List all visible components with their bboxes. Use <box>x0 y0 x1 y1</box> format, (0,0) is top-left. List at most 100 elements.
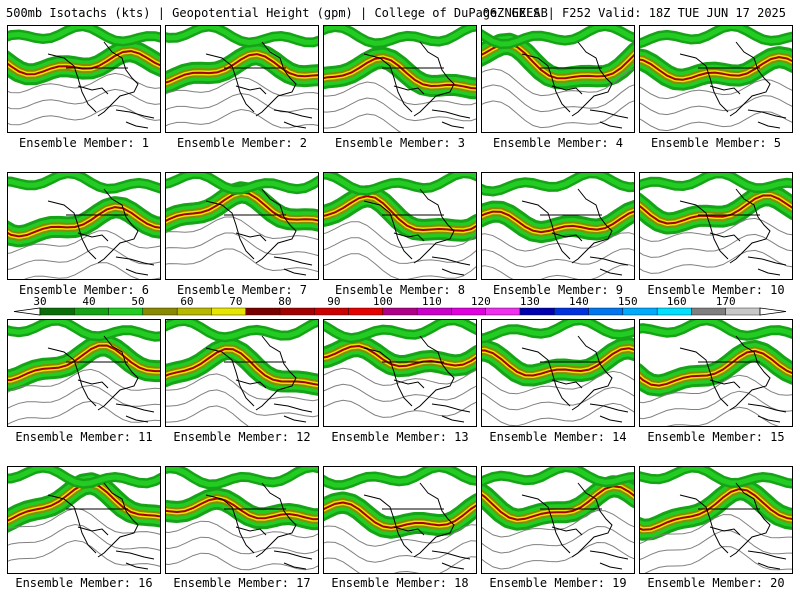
isotach-band <box>324 56 476 90</box>
map-boundary <box>125 121 149 129</box>
isotach-map <box>482 467 634 570</box>
map-boundary <box>125 415 149 423</box>
ensemble-member-panel <box>639 466 793 574</box>
isotach-map <box>640 173 792 276</box>
isotach-map <box>482 26 634 129</box>
height-contour <box>640 249 792 274</box>
isotach-band <box>640 350 792 387</box>
colorbar-tick-label: 130 <box>520 295 540 308</box>
map-boundary <box>599 268 623 276</box>
colorbar-swatch <box>176 307 212 316</box>
map-boundary <box>77 232 109 242</box>
height-contour <box>482 402 634 426</box>
map-boundary <box>393 526 425 536</box>
ensemble-member-label: Ensemble Member: 12 <box>173 430 311 444</box>
colorbar-right-arrow <box>759 307 787 316</box>
map-boundary <box>363 53 413 113</box>
isotach-band <box>8 320 160 340</box>
map-boundary <box>273 403 313 413</box>
ensemble-member-label: Ensemble Member: 17 <box>173 576 311 590</box>
isotach-map <box>166 173 318 276</box>
map-boundary <box>235 526 267 536</box>
ensemble-member-panel <box>323 25 477 133</box>
colorbar-tick-label: 30 <box>33 295 46 308</box>
isotach-band <box>640 320 792 339</box>
isotach-map <box>8 26 160 129</box>
isotach-band <box>324 320 476 341</box>
ensemble-member-label: Ensemble Member: 20 <box>647 576 785 590</box>
height-contour <box>482 541 634 570</box>
ensemble-member-panel <box>165 172 319 280</box>
isotach-map <box>324 320 476 423</box>
map-boundary <box>679 347 729 407</box>
map-boundary <box>679 200 729 260</box>
ensemble-member-label: Ensemble Member: 8 <box>334 283 466 297</box>
isotach-band <box>640 194 792 225</box>
colorbar-tick-label: 50 <box>131 295 144 308</box>
map-boundary <box>97 335 139 411</box>
ensemble-member-label: Ensemble Member: 10 <box>647 283 785 297</box>
height-contour <box>8 88 160 110</box>
map-boundary <box>205 53 255 113</box>
ensemble-member-label: Ensemble Member: 15 <box>647 430 785 444</box>
isotach-band <box>324 467 476 488</box>
map-boundary <box>431 256 471 266</box>
map-boundary <box>571 335 613 411</box>
colorbar-swatch <box>314 307 349 316</box>
ensemble-member-label: Ensemble Member: 19 <box>489 576 627 590</box>
map-boundary <box>125 562 149 570</box>
map-boundary <box>235 379 267 389</box>
height-contour <box>8 539 160 567</box>
height-contour <box>8 400 160 425</box>
ensemble-member-label: Ensemble Member: 18 <box>331 576 469 590</box>
isotach-band <box>482 320 634 341</box>
ensemble-member-panel <box>7 25 161 133</box>
height-contour <box>24 262 160 279</box>
run-valid-time: 06Z GEFS | F252 Valid: 18Z TUE JUN 17 20… <box>482 6 786 20</box>
isotach-band <box>640 467 792 487</box>
map-boundary <box>709 232 741 242</box>
map-boundary <box>551 379 583 389</box>
map-boundary <box>273 550 313 560</box>
height-contour <box>166 552 318 571</box>
ensemble-member-label: Ensemble Member: 3 <box>334 136 466 150</box>
ensemble-member-panel <box>323 319 477 427</box>
map-title: 500mb Isotachs (kts) | Geopotential Heig… <box>6 6 548 20</box>
isotach-map <box>482 320 634 426</box>
isotach-band <box>482 173 634 195</box>
height-contour <box>8 523 160 551</box>
isotach-map <box>324 467 476 573</box>
colorbar-swatch <box>656 307 692 316</box>
isotach-map <box>324 173 476 279</box>
map-boundary <box>747 403 787 413</box>
isotach-map <box>640 467 792 573</box>
ensemble-member-label: Ensemble Member: 13 <box>331 430 469 444</box>
map-boundary <box>47 200 97 260</box>
map-boundary <box>747 109 787 119</box>
colorbar-tick-label: 150 <box>618 295 638 308</box>
map-boundary <box>393 379 425 389</box>
isotach-map <box>8 173 160 279</box>
map-boundary <box>125 268 149 276</box>
map-boundary <box>747 550 787 560</box>
isotach-map <box>166 467 318 571</box>
map-boundary <box>115 256 155 266</box>
height-contour <box>482 248 634 268</box>
isotach-band <box>482 347 634 377</box>
isotach-band <box>640 488 792 531</box>
isotach-band <box>640 173 792 191</box>
map-boundary <box>47 347 97 407</box>
ensemble-member-label: Ensemble Member: 5 <box>650 136 782 150</box>
colorbar-tick-label: 90 <box>327 295 340 308</box>
colorbar-swatch <box>142 307 178 316</box>
map-boundary <box>589 109 629 119</box>
colorbar-tick-label: 60 <box>180 295 193 308</box>
map-boundary <box>77 379 109 389</box>
map-boundary <box>283 415 307 423</box>
isotach-band <box>482 210 634 234</box>
height-contour <box>324 540 476 563</box>
map-boundary <box>205 494 255 554</box>
isotach-band <box>8 344 160 382</box>
height-contour <box>324 399 476 418</box>
map-boundary <box>47 53 97 113</box>
